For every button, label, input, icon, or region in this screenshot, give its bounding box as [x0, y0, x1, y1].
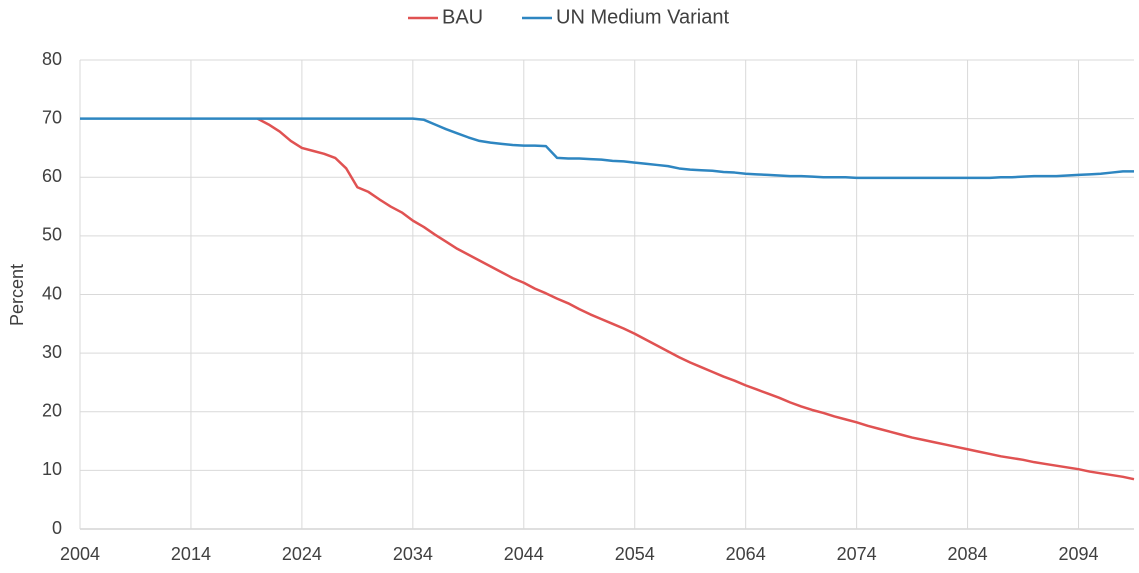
- x-tick-label: 2044: [504, 544, 544, 564]
- series-line: [80, 117, 1134, 180]
- x-tick-label: 2094: [1059, 544, 1099, 564]
- y-axis-label: Percent: [7, 264, 27, 326]
- x-tick-label: 2054: [615, 544, 655, 564]
- y-tick-label: 40: [42, 283, 62, 303]
- y-tick-label: 0: [52, 518, 62, 538]
- y-tick-label: 20: [42, 401, 62, 421]
- legend-label: UN Medium Variant: [556, 6, 729, 28]
- y-tick-label: 50: [42, 225, 62, 245]
- y-tick-label: 10: [42, 459, 62, 479]
- y-tick-label: 60: [42, 166, 62, 186]
- x-tick-label: 2074: [837, 544, 877, 564]
- legend-label: BAU: [442, 6, 483, 28]
- x-tick-label: 2064: [726, 544, 766, 564]
- x-tick-label: 2004: [60, 544, 100, 564]
- x-tick-label: 2084: [948, 544, 988, 564]
- y-tick-label: 80: [42, 49, 62, 69]
- x-tick-label: 2024: [282, 544, 322, 564]
- series-line: [256, 117, 1135, 481]
- x-tick-label: 2014: [171, 544, 211, 564]
- y-tick-label: 70: [42, 107, 62, 127]
- y-tick-label: 30: [42, 342, 62, 362]
- x-tick-label: 2034: [393, 544, 433, 564]
